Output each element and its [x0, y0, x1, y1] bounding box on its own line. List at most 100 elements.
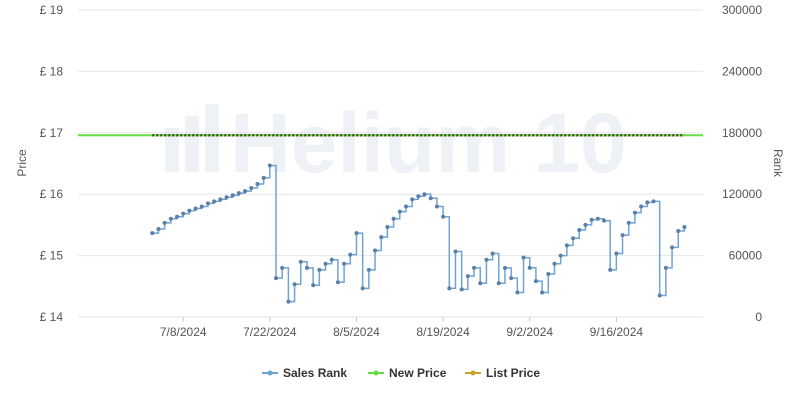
sales-rank-point [441, 214, 446, 219]
new-price-legend-marker [373, 370, 379, 376]
sales-rank-point [391, 216, 396, 221]
sales-rank-point [175, 214, 180, 219]
list-price-legend-marker [470, 370, 476, 376]
sales-rank-point [521, 255, 526, 260]
sales-rank-point [601, 218, 606, 223]
sales-rank-point [651, 199, 656, 204]
sales-rank-point [614, 251, 619, 256]
sales-rank-point [682, 224, 687, 229]
sales-rank-point [255, 181, 260, 186]
sales-rank-point [385, 224, 390, 229]
sales-rank-point [212, 199, 217, 204]
x-tick-label: 9/2/2024 [506, 325, 553, 339]
list-price-legend-label: List Price [486, 366, 540, 380]
sales-rank-point [459, 287, 464, 292]
sales-rank-point [595, 216, 600, 221]
sales-rank-series [150, 163, 687, 304]
left-tick-label: £ 19 [40, 3, 64, 17]
sales-rank-point [552, 261, 557, 266]
sales-rank-point [187, 208, 192, 213]
sales-rank-point [304, 265, 309, 270]
sales-rank-point [150, 231, 155, 236]
sales-rank-point [670, 245, 675, 250]
sales-rank-point [490, 251, 495, 256]
sales-rank-point [236, 191, 241, 196]
legend-item-list-price[interactable]: List Price [465, 366, 540, 380]
sales-rank-point [335, 280, 340, 285]
x-tick-label: 7/22/2024 [243, 325, 297, 339]
sales-rank-point [465, 274, 470, 279]
sales-rank-point [571, 236, 576, 241]
sales-rank-point [366, 267, 371, 272]
x-tick-label: 8/19/2024 [416, 325, 470, 339]
sales-rank-point [156, 226, 161, 231]
sales-rank-point [645, 200, 650, 205]
right-axis-ticks: 300000 240000 180000 120000 60000 0 [722, 3, 762, 324]
sales-rank-point [280, 265, 285, 270]
left-tick-label: £ 15 [40, 249, 64, 263]
sales-rank-point [311, 283, 316, 288]
sales-rank-point [540, 290, 545, 295]
right-tick-label: 120000 [722, 187, 762, 201]
sales-rank-point [379, 235, 384, 240]
sales-rank-point [329, 257, 334, 262]
sales-rank-point [397, 209, 402, 214]
sales-rank-point [342, 261, 347, 266]
sales-rank-point [447, 286, 452, 291]
chart-gridlines [78, 9, 703, 318]
watermark-logo-icon [165, 104, 219, 172]
sales-rank-point [292, 282, 297, 287]
sales-rank-point [199, 204, 204, 209]
sales-rank-point [626, 220, 631, 225]
sales-rank-point [434, 204, 439, 209]
right-tick-label: 60000 [729, 249, 763, 263]
sales-rank-point [193, 206, 198, 211]
sales-rank-point [274, 276, 279, 281]
sales-rank-point [428, 196, 433, 201]
sales-rank-point [205, 201, 210, 206]
sales-rank-point [323, 261, 328, 266]
sales-rank-point [484, 257, 489, 262]
sales-rank-point [558, 253, 563, 258]
sales-rank-point [286, 299, 291, 304]
sales-rank-point [181, 211, 186, 216]
sales-rank-legend-label: Sales Rank [283, 366, 347, 380]
sales-rank-point [502, 265, 507, 270]
sales-rank-point [632, 210, 637, 215]
new-price-legend-label: New Price [389, 366, 447, 380]
sales-rank-point [403, 204, 408, 209]
sales-rank-point [577, 228, 582, 233]
sales-rank-point [472, 265, 477, 270]
chart-legend: Sales Rank New Price List Price [262, 366, 540, 380]
sales-rank-point [230, 193, 235, 198]
sales-rank-point [639, 204, 644, 209]
sales-rank-point [261, 175, 266, 180]
left-tick-label: £ 18 [40, 64, 64, 78]
sales-rank-point [496, 281, 501, 286]
legend-item-new-price[interactable]: New Price [368, 366, 447, 380]
left-tick-label: £ 17 [40, 126, 64, 140]
sales-rank-point [589, 217, 594, 222]
sales-rank-point [317, 267, 322, 272]
x-axis-ticks: 7/8/2024 7/22/2024 8/5/2024 8/19/2024 9/2/20… [160, 317, 643, 339]
sales-rank-point [620, 233, 625, 238]
helium10-watermark: Helium 10 [165, 96, 627, 190]
sales-rank-point [564, 243, 569, 248]
sales-rank-point [348, 252, 353, 257]
sales-rank-point [676, 229, 681, 234]
sales-rank-point [267, 163, 272, 168]
sales-rank-point [249, 186, 254, 191]
sales-rank-legend-marker [267, 370, 273, 376]
sales-rank-point [416, 194, 421, 199]
sales-rank-point [243, 189, 248, 194]
legend-item-sales-rank[interactable]: Sales Rank [262, 366, 347, 380]
left-tick-label: £ 14 [40, 310, 64, 324]
sales-rank-point [373, 248, 378, 253]
sales-rank-point [224, 195, 229, 200]
sales-rank-point [410, 197, 415, 202]
sales-rank-point [298, 259, 303, 264]
right-axis-title: Rank [771, 149, 785, 178]
sales-rank-point [168, 216, 173, 221]
